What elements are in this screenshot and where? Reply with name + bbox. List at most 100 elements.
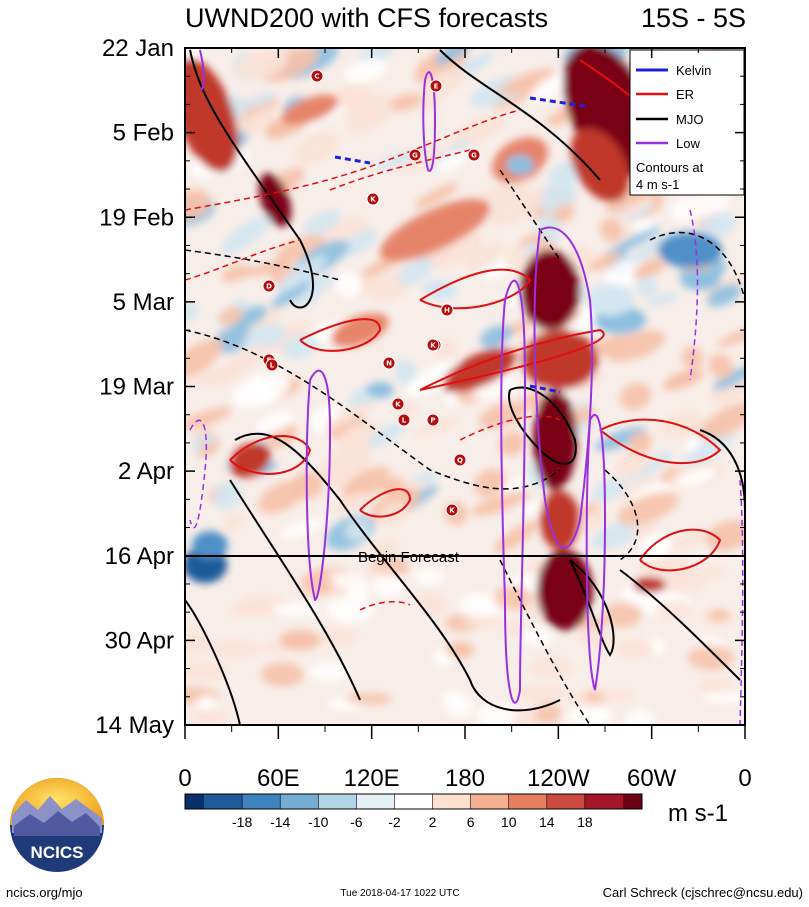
- colorbar-swatch: [470, 794, 510, 809]
- cyclone-icon: [366, 192, 380, 206]
- heat-patch: [595, 427, 647, 452]
- heat-patch: [660, 411, 704, 439]
- heat-patch: [308, 662, 349, 682]
- mjo-contour: [229, 479, 361, 701]
- heat-patch: [676, 467, 717, 487]
- low-contour: [739, 479, 744, 725]
- mjo-contour: [185, 599, 241, 725]
- heat-patch: [271, 603, 319, 617]
- heat-patch: [414, 592, 439, 608]
- heat-patch: [471, 491, 529, 516]
- cyclone-icon: [391, 397, 405, 411]
- heat-patch: [618, 491, 679, 525]
- heat-blob: [570, 128, 630, 202]
- heat-patch: [473, 376, 517, 399]
- cyclone-icon: [440, 303, 454, 317]
- heat-patch: [655, 600, 693, 620]
- cyclone-marker: L: [265, 358, 279, 372]
- heat-patch: [256, 411, 294, 434]
- heat-patch: [604, 330, 666, 362]
- mjo-contour: [649, 231, 745, 301]
- heat-patch: [209, 639, 261, 659]
- low-contour: [189, 419, 208, 529]
- low-contour: [585, 413, 607, 691]
- heat-patch: [636, 274, 658, 297]
- heat-patch: [277, 255, 327, 292]
- cyclone-label: G: [471, 152, 477, 160]
- heat-patch: [614, 639, 655, 659]
- heat-patch: [700, 212, 737, 239]
- cyclone-label: K: [370, 196, 376, 204]
- low-contour: [199, 49, 205, 91]
- mjo-contour: [569, 559, 615, 657]
- ncics-logo: NCICS: [10, 778, 104, 872]
- colorbar-swatch: [584, 794, 624, 809]
- heat-patch: [346, 581, 370, 600]
- heat-patch: [444, 696, 474, 717]
- heat-patch: [185, 188, 211, 221]
- logo-text: NCICS: [31, 843, 84, 862]
- er-contour: [185, 109, 521, 211]
- heat-blob: [680, 270, 720, 290]
- x-tick-label: 120W: [527, 765, 590, 792]
- heat-patch: [625, 710, 655, 725]
- low-contour: [500, 279, 527, 704]
- heat-patch: [612, 196, 655, 222]
- cyclone-label: H: [444, 307, 450, 315]
- heat-blob: [586, 284, 634, 316]
- y-tick-label: 19 Mar: [99, 374, 174, 401]
- footer-right: Carl Schreck (cjschrec@ncsu.edu): [603, 885, 803, 900]
- heat-patch: [713, 364, 745, 391]
- cyclone-icon: [453, 453, 467, 467]
- cyclone-marker: K: [366, 192, 380, 206]
- er-contour: [419, 268, 532, 310]
- cyclone-label: G: [412, 152, 418, 160]
- er-contour: [359, 600, 411, 611]
- heat-patch: [190, 708, 228, 725]
- colorbar-swatch: [394, 794, 434, 809]
- er-contour: [459, 415, 561, 441]
- cyclone-icon: [262, 279, 276, 293]
- heat-patch: [369, 539, 399, 556]
- mjo-contour: [508, 386, 577, 465]
- cyclone-icon: [408, 148, 422, 162]
- heat-patch: [640, 533, 671, 561]
- heat-patch: [504, 247, 529, 271]
- colorbar-swatch: [318, 794, 357, 809]
- heat-patch: [387, 93, 425, 112]
- heat-patch: [646, 292, 680, 306]
- heat-patch: [360, 567, 399, 578]
- colorbar-swatch: [432, 794, 472, 809]
- heat-patch: [282, 333, 319, 360]
- heat-patch: [318, 627, 358, 647]
- cyclone-marker: D: [262, 279, 276, 293]
- heat-patch: [413, 417, 462, 437]
- heat-patch: [708, 353, 733, 379]
- heat-patch: [604, 226, 661, 258]
- heat-blob: [446, 642, 474, 658]
- cyclone-icon: [429, 79, 443, 93]
- heat-patch: [474, 468, 505, 497]
- cyclone-marker: K: [426, 338, 440, 352]
- cyclone-marker: N: [382, 356, 396, 370]
- cyclone-icon: [426, 338, 440, 352]
- x-tick-label: 60W: [627, 765, 677, 792]
- mjo-contour: [189, 49, 314, 309]
- heat-patch: [276, 235, 325, 262]
- heat-patch: [346, 101, 394, 135]
- cyclone-label: K: [395, 401, 401, 409]
- cyclone-label: K: [430, 342, 436, 350]
- heat-patch: [516, 684, 567, 703]
- heat-patch: [345, 518, 370, 541]
- x-tick-label: 180: [445, 765, 485, 792]
- heat-patch: [235, 48, 288, 80]
- colorbar-units: m s-1: [668, 800, 728, 827]
- heat-patch: [494, 585, 532, 611]
- heat-patch: [345, 693, 393, 705]
- heat-blob: [366, 382, 394, 398]
- cyclone-label: N: [386, 360, 392, 368]
- er-contour: [299, 318, 382, 352]
- heat-patch: [667, 369, 705, 389]
- logo-hills: [14, 811, 100, 836]
